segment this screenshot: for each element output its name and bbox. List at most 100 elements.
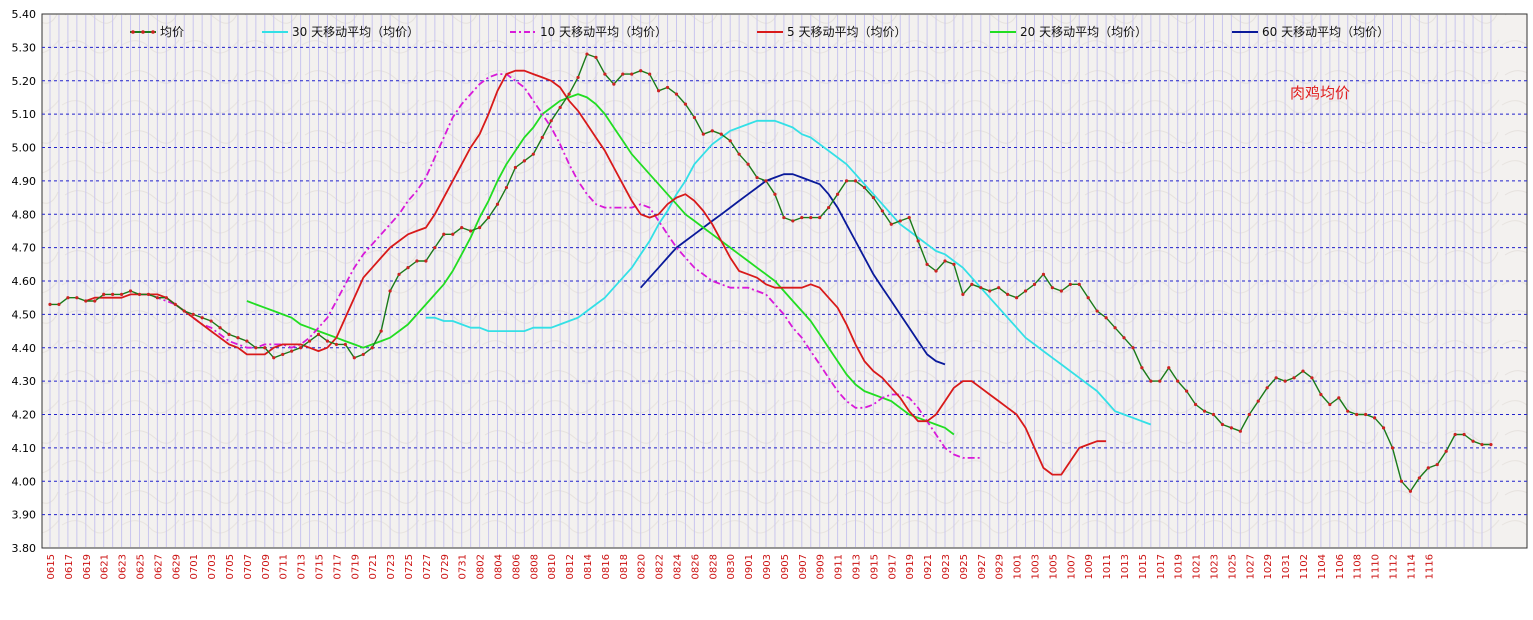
x-tick-label: 0901 bbox=[744, 554, 755, 579]
data-point bbox=[209, 319, 213, 323]
data-point bbox=[853, 179, 858, 183]
legend-item-5: 60 天移动平均（均价） bbox=[1232, 25, 1389, 39]
data-point bbox=[630, 72, 634, 76]
data-point bbox=[75, 296, 79, 300]
y-axis: 5.40 5.30 5.20 5.10 5.00 4.90 4.80 4.70 4.60 4.50… bbox=[12, 8, 37, 555]
x-tick-label: 0820 bbox=[637, 554, 648, 579]
data-point bbox=[925, 262, 929, 266]
data-point bbox=[603, 72, 607, 76]
x-axis: 0615 0617 0619 0621 0623 0625 0627 0629 0701 0703… bbox=[46, 554, 1435, 579]
legend-marker bbox=[151, 30, 155, 34]
data-point bbox=[146, 292, 151, 296]
x-tick-label: 0623 bbox=[118, 554, 129, 579]
x-tick-label: 0917 bbox=[887, 554, 898, 579]
data-point bbox=[1077, 282, 1081, 286]
data-point bbox=[737, 152, 741, 156]
data-point bbox=[961, 292, 965, 296]
data-point bbox=[719, 132, 723, 136]
x-tick-label: 1011 bbox=[1102, 554, 1113, 579]
data-point bbox=[585, 52, 589, 56]
data-point bbox=[1489, 442, 1493, 447]
data-point bbox=[352, 356, 356, 360]
data-point bbox=[1158, 379, 1162, 383]
data-point bbox=[1194, 402, 1198, 407]
y-tick-label: 3.90 bbox=[12, 509, 37, 522]
data-point bbox=[361, 352, 365, 357]
data-point bbox=[907, 215, 911, 220]
legend-marker bbox=[131, 30, 135, 34]
x-tick-label: 0625 bbox=[136, 554, 147, 579]
data-point bbox=[272, 356, 276, 360]
x-tick-label: 0725 bbox=[404, 554, 415, 579]
data-point bbox=[1462, 432, 1466, 437]
data-point bbox=[809, 215, 813, 220]
x-tick-label: 0822 bbox=[655, 554, 666, 579]
data-point bbox=[299, 346, 303, 350]
data-point bbox=[102, 292, 106, 296]
data-point bbox=[1426, 466, 1430, 470]
x-tick-label: 0927 bbox=[977, 554, 988, 579]
series-line-4 bbox=[246, 93, 955, 436]
x-tick-label: 1001 bbox=[1013, 554, 1024, 579]
data-point bbox=[692, 115, 697, 120]
data-point bbox=[1015, 296, 1019, 300]
data-point bbox=[316, 332, 321, 336]
data-point bbox=[665, 85, 670, 90]
x-tick-label: 1017 bbox=[1156, 554, 1167, 579]
data-point bbox=[424, 259, 428, 263]
x-tick-label: 0826 bbox=[690, 554, 701, 579]
x-tick-label: 1102 bbox=[1299, 554, 1310, 579]
x-tick-label: 0919 bbox=[905, 554, 916, 579]
data-point bbox=[200, 316, 204, 320]
y-tick-label: 4.20 bbox=[12, 409, 37, 422]
x-tick-label: 1007 bbox=[1066, 554, 1077, 579]
legend-item-4: 20 天移动平均（均价） bbox=[990, 25, 1147, 39]
x-tick-label: 0729 bbox=[440, 554, 451, 579]
legend-marker bbox=[141, 30, 145, 34]
data-point bbox=[513, 165, 518, 170]
data-point bbox=[1149, 379, 1153, 383]
x-tick-label: 0915 bbox=[869, 554, 880, 579]
x-tick-label: 1015 bbox=[1138, 554, 1149, 579]
x-tick-label: 1106 bbox=[1335, 554, 1346, 579]
x-tick-label: 0913 bbox=[852, 554, 863, 579]
data-point bbox=[397, 272, 401, 276]
data-point bbox=[970, 282, 974, 286]
data-point bbox=[576, 75, 580, 80]
y-tick-label: 4.90 bbox=[12, 175, 37, 188]
data-point bbox=[111, 292, 115, 296]
data-point bbox=[898, 219, 902, 223]
x-tick-label: 1009 bbox=[1084, 554, 1095, 579]
data-point bbox=[728, 139, 732, 143]
data-point bbox=[1140, 366, 1144, 370]
x-tick-label: 0615 bbox=[46, 554, 57, 579]
data-point bbox=[137, 292, 142, 296]
data-point bbox=[1328, 402, 1332, 407]
data-point bbox=[182, 309, 186, 313]
x-tick-label: 0905 bbox=[780, 554, 791, 579]
x-tick-label: 0711 bbox=[279, 554, 290, 579]
x-tick-label: 0818 bbox=[619, 554, 630, 579]
data-point bbox=[862, 185, 867, 190]
x-tick-label: 0802 bbox=[476, 554, 487, 579]
data-point bbox=[952, 262, 956, 266]
y-tick-label: 4.70 bbox=[12, 242, 37, 255]
x-tick-label: 1027 bbox=[1245, 554, 1256, 579]
data-point bbox=[66, 296, 70, 300]
data-point bbox=[531, 152, 535, 156]
data-point bbox=[1346, 409, 1350, 413]
data-point bbox=[1381, 426, 1386, 430]
data-point bbox=[1337, 396, 1341, 400]
data-point bbox=[1238, 429, 1242, 433]
data-point bbox=[621, 72, 625, 76]
x-tick-label: 0727 bbox=[422, 554, 433, 579]
data-point bbox=[1283, 379, 1287, 383]
data-point bbox=[263, 346, 267, 350]
legend-item-2: 10 天移动平均（均价） bbox=[510, 25, 667, 39]
data-point bbox=[1408, 489, 1412, 493]
x-tick-label: 0629 bbox=[171, 554, 182, 579]
data-point bbox=[486, 215, 491, 220]
data-point bbox=[648, 72, 652, 76]
data-point bbox=[128, 289, 133, 293]
